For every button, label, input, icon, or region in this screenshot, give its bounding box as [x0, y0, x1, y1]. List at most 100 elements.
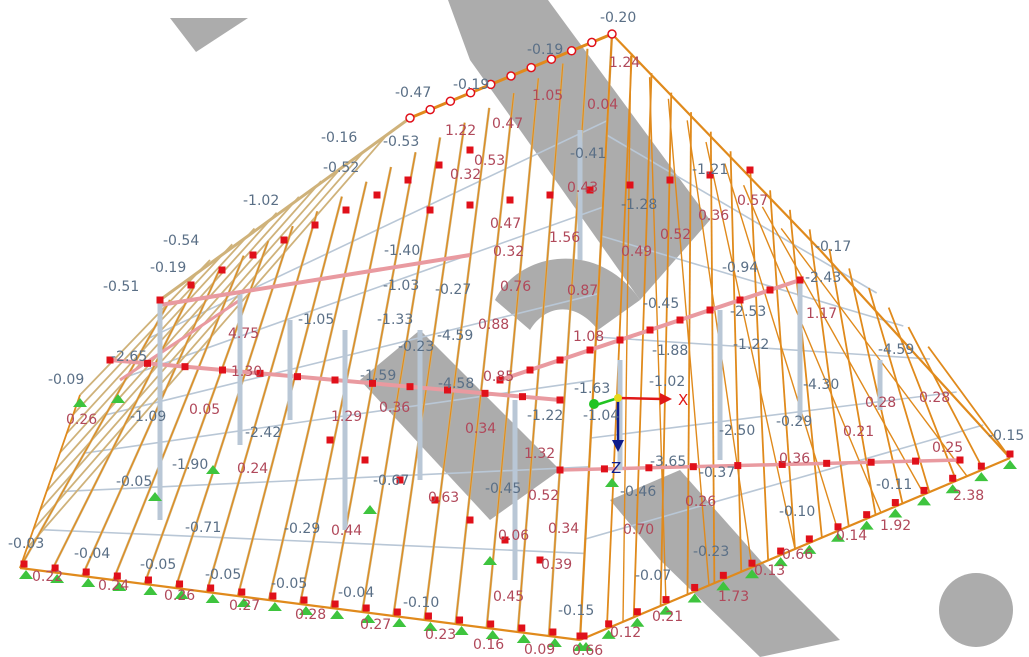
rafter-edge [50, 284, 196, 573]
value-label: -1.90 [172, 457, 208, 473]
ridge-nodes [405, 29, 617, 123]
support-icon [205, 594, 220, 603]
value-label: -2.65 [111, 349, 147, 365]
value-label: -0.46 [620, 484, 656, 500]
node-marker-icon [144, 576, 152, 584]
support-icon [174, 590, 189, 599]
rafter [39, 164, 345, 511]
value-label: 0.25 [932, 440, 963, 456]
value-label: 0.88 [478, 317, 509, 333]
node-marker-icon [238, 588, 246, 596]
node-marker-icon [444, 386, 451, 394]
value-label: -0.05 [116, 474, 152, 490]
value-label: -1.28 [621, 197, 657, 213]
tie-beam [559, 458, 961, 472]
value-label: -0.45 [485, 481, 521, 497]
value-label: -0.03 [8, 536, 44, 552]
support-icon [573, 642, 587, 651]
value-label: 1.17 [806, 306, 837, 322]
hip-rafter [927, 346, 1011, 459]
value-label: 0.28 [295, 607, 326, 623]
node-marker-icon [113, 572, 121, 580]
value-label: 0.70 [623, 522, 654, 538]
support-icon [81, 578, 96, 587]
node-marker-icon [746, 166, 754, 174]
value-label: -0.37 [699, 465, 735, 481]
rafter [25, 133, 389, 550]
value-label: -1.88 [652, 343, 688, 359]
value-label: 0.87 [567, 283, 598, 299]
tie-beam [159, 253, 471, 307]
support-icon [630, 617, 645, 627]
node-marker-icon [487, 620, 495, 628]
value-label: -0.27 [435, 282, 471, 298]
node-marker-icon [834, 523, 842, 531]
support-icon [659, 605, 673, 615]
hip-beam [611, 33, 821, 251]
value-label: -4.59 [437, 328, 473, 344]
value-label: 0.16 [473, 637, 504, 653]
value-label: -0.52 [323, 160, 359, 176]
node-marker-icon [556, 356, 564, 364]
support-icon [236, 598, 251, 607]
hip-rafter [828, 248, 877, 516]
value-label: 0.47 [490, 216, 521, 232]
node-marker-icon [748, 559, 756, 567]
value-label: -0.67 [373, 473, 409, 489]
node-marker-icon [920, 486, 928, 494]
value-label: -1.09 [130, 409, 166, 425]
hip-rafter [709, 131, 716, 584]
value-label: 0.53 [474, 153, 505, 169]
node-marker-icon [949, 474, 957, 482]
value-label: -0.53 [383, 134, 419, 150]
node-marker-icon [1006, 450, 1014, 458]
value-label: 0.36 [379, 400, 410, 416]
node-marker-icon [662, 596, 670, 604]
result-nodes [20, 146, 1014, 640]
node-marker-icon [187, 281, 195, 289]
value-label: -2.42 [245, 425, 281, 441]
node-marker-icon [207, 584, 215, 592]
jack-rafter [724, 163, 839, 532]
node-marker-icon [626, 181, 634, 189]
value-label: 0.36 [698, 208, 729, 224]
value-label: 0.24 [237, 461, 268, 477]
eave-beam [19, 394, 81, 569]
node-marker-icon [219, 366, 226, 374]
support-icon [945, 484, 960, 494]
ridge-node-icon [445, 96, 456, 106]
value-label: 0.36 [779, 451, 810, 467]
result-value-labels: -0.20 1.24 -0.19 1.05 0.04 -0.47 -0.19 1… [8, 10, 1024, 657]
node-marker-icon [867, 458, 875, 466]
node-marker-icon [689, 463, 697, 471]
z-axis-label: Z [611, 459, 621, 477]
node-marker-icon [518, 624, 526, 632]
value-label: 0.23 [425, 627, 456, 643]
rafter-edge [392, 122, 466, 617]
value-label: -0.23 [693, 544, 729, 560]
node-marker-icon [269, 592, 277, 600]
value-label: 0.34 [465, 421, 496, 437]
node-marker-icon [218, 266, 226, 274]
node-marker-icon [556, 396, 564, 404]
supports [19, 394, 1017, 651]
value-label: -0.19 [527, 42, 563, 58]
value-label: 2.38 [953, 488, 984, 504]
rafter-edge [455, 93, 515, 625]
support-icon [687, 593, 702, 603]
node-marker-icon [466, 201, 474, 209]
node-marker-icon [406, 383, 414, 391]
node-marker-icon [616, 336, 624, 344]
support-icon [148, 492, 162, 501]
jack-rafter [742, 184, 882, 513]
value-label: -0.15 [988, 428, 1024, 444]
hip-rafter [769, 190, 796, 550]
rafter [52, 196, 300, 473]
ridge-node-icon [465, 88, 476, 98]
post-members [157, 130, 883, 580]
jack-rafter [648, 77, 667, 604]
support-icon [111, 394, 125, 403]
node-marker-icon [373, 191, 381, 199]
